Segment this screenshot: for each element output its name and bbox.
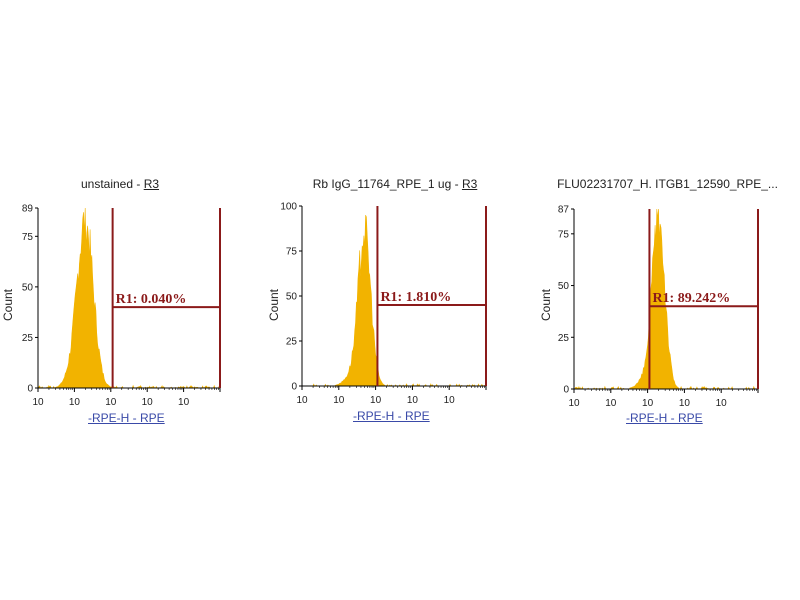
y-tick-label: 50 — [558, 281, 570, 292]
title-gate-link[interactable]: R3 — [143, 177, 160, 191]
y-tick-label: 75 — [558, 229, 570, 240]
histogram-plot-3: 0 25 50 75 87 10 10 10 10 10 R1: 89.242% — [558, 205, 759, 409]
x-tick-label: 10 — [333, 395, 345, 406]
gate-region-label: R1: 1.810% — [380, 290, 451, 305]
panel-title: unstained - R3 — [15, 177, 225, 191]
y-tick-label: 0 — [27, 384, 33, 395]
x-tick-label: 10 — [716, 398, 728, 409]
y-tick-label: 75 — [22, 232, 34, 243]
y-tick-label: 50 — [22, 282, 34, 293]
y-tick-label: 25 — [22, 333, 34, 344]
x-tick-label: 10 — [142, 397, 154, 408]
title-text: unstained - — [80, 177, 144, 191]
y-tick-label: 87 — [558, 205, 570, 216]
gate-region-label: R1: 89.242% — [652, 291, 730, 306]
histogram-panel-3: FLU02231707_H. ITGB1_12590_RPE_... Count… — [535, 170, 800, 430]
x-tick-label: 10 — [679, 398, 691, 409]
histogram-panel-2: Rb IgG_11764_RPE_1 ug - R3 Count -RPE-H … — [265, 170, 505, 430]
histogram-panel-1: unstained - R3 Count -RPE-H - RPE 0 25 50 7… — [0, 170, 240, 430]
x-tick-label: 10 — [407, 395, 419, 406]
x-tick-label: 10 — [69, 397, 81, 408]
y-tick-label: 100 — [280, 202, 297, 213]
y-tick-label: 50 — [286, 292, 298, 303]
histogram-plot-1: 0 25 50 75 89 10 10 10 10 10 R1: 0.040% — [22, 204, 221, 408]
x-axis-label[interactable]: -RPE-H - RPE — [626, 411, 703, 425]
y-tick-label: 0 — [291, 382, 297, 393]
y-tick-label: 89 — [22, 204, 34, 215]
x-tick-label: 10 — [178, 397, 190, 408]
y-tick-label: 75 — [286, 247, 298, 258]
x-tick-label: 10 — [605, 398, 617, 409]
x-tick-label: 10 — [32, 397, 44, 408]
title-text: FLU02231707_H. ITGB1_12590_RPE_... — [557, 177, 778, 191]
y-tick-label: 25 — [558, 333, 570, 344]
y-tick-label: 0 — [563, 385, 569, 396]
x-axis-label[interactable]: -RPE-H - RPE — [353, 409, 430, 423]
gate-region-label: R1: 0.040% — [116, 292, 187, 307]
title-gate-link[interactable]: R3 — [461, 177, 478, 191]
x-tick-label: 10 — [105, 397, 117, 408]
x-tick-label: 10 — [370, 395, 382, 406]
panel-title: FLU02231707_H. ITGB1_12590_RPE_... — [535, 177, 800, 191]
panel-title: Rb IgG_11764_RPE_1 ug - R3 — [285, 177, 505, 191]
x-tick-label: 10 — [296, 395, 308, 406]
x-axis-label[interactable]: -RPE-H - RPE — [88, 411, 165, 425]
x-tick-label: 10 — [642, 398, 654, 409]
y-tick-label: 25 — [286, 337, 298, 348]
x-tick-label: 10 — [444, 395, 456, 406]
histogram-plot-2: 0 25 50 75 100 10 10 10 10 10 R1: 1.810% — [280, 202, 487, 406]
title-text: Rb IgG_11764_RPE_1 ug - — [312, 177, 462, 191]
x-tick-label: 10 — [568, 398, 580, 409]
